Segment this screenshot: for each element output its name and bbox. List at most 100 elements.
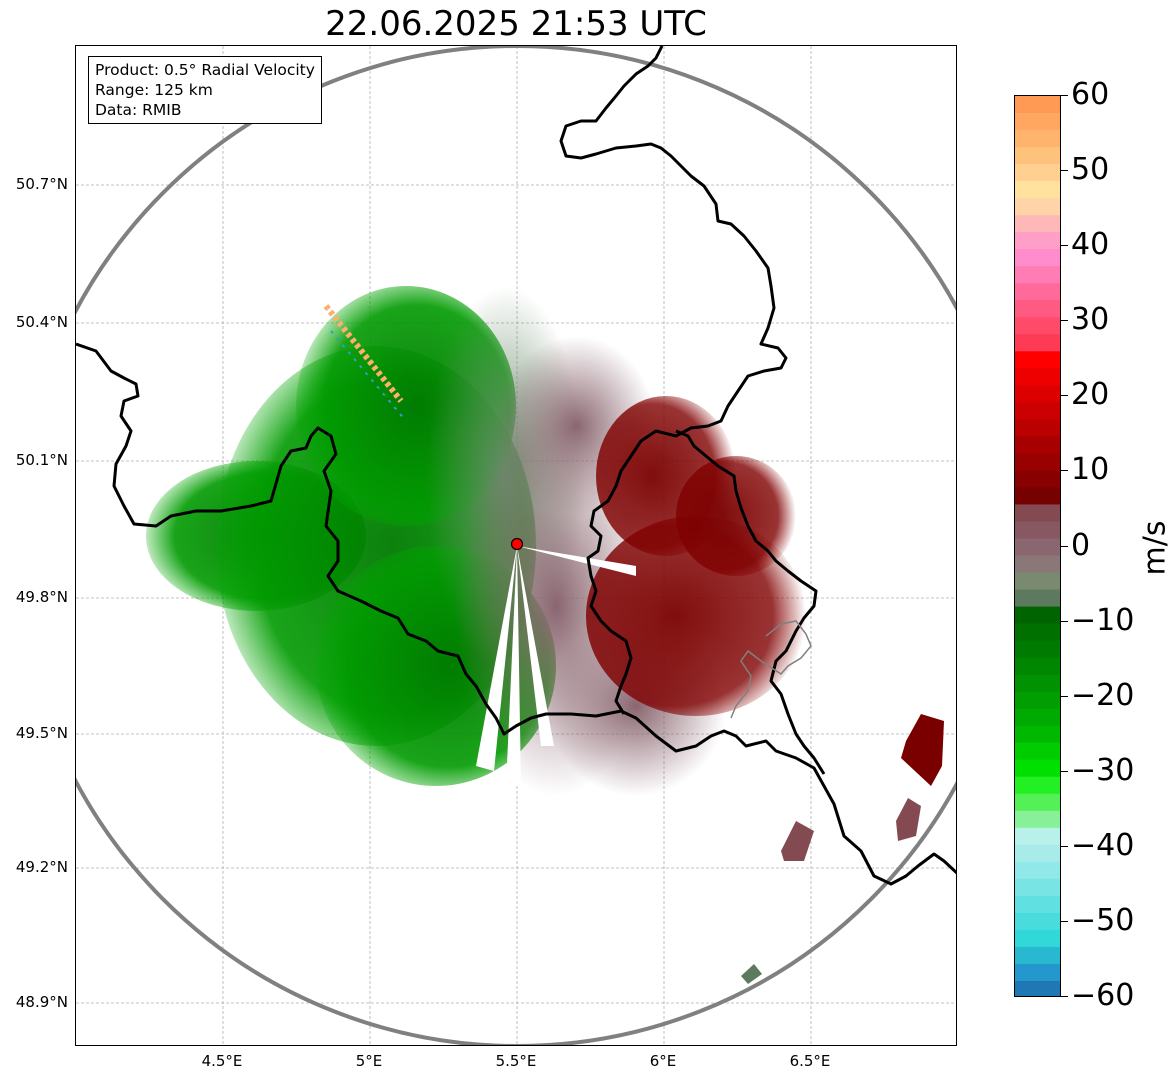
- colorbar-tick-label: 40: [1071, 227, 1110, 263]
- lon-label: 4.5°E: [201, 1052, 243, 1070]
- colorbar-band: [1015, 640, 1060, 659]
- colorbar-tick-label: 50: [1071, 152, 1110, 188]
- colorbar-band: [1015, 657, 1060, 676]
- colorbar-tick-label: −50: [1071, 902, 1135, 938]
- colorbar-band: [1015, 606, 1060, 625]
- colorbar-band: [1015, 827, 1060, 846]
- colorbar-tick-label: −20: [1071, 677, 1135, 713]
- colorbar-tick-label: 20: [1071, 377, 1110, 413]
- colorbar-band: [1015, 283, 1060, 301]
- lat-label: 49.5°N: [15, 724, 68, 742]
- colorbar-tick: [1061, 320, 1068, 322]
- colorbar-band: [1015, 487, 1060, 506]
- colorbar-tick: [1061, 95, 1068, 96]
- colorbar-band: [1015, 538, 1060, 557]
- colorbar-band: [1015, 317, 1060, 335]
- colorbar-band: [1015, 776, 1060, 795]
- colorbar-band: [1015, 402, 1060, 420]
- colorbar-tick: [1061, 920, 1068, 922]
- colorbar-band: [1015, 96, 1060, 114]
- colorbar-tick: [1061, 620, 1068, 622]
- data-source-line: Data: RMIB: [95, 101, 182, 119]
- colorbar-band: [1015, 674, 1060, 693]
- lat-label: 49.8°N: [15, 588, 68, 606]
- colorbar-band: [1015, 130, 1060, 148]
- colorbar-tick: [1061, 470, 1068, 472]
- colorbar-band: [1015, 861, 1060, 880]
- colorbar-tick: [1061, 695, 1068, 697]
- colorbar-band: [1015, 878, 1060, 897]
- colorbar-band: [1015, 453, 1060, 472]
- colorbar-band: [1015, 895, 1060, 914]
- colorbar-band: [1015, 572, 1060, 591]
- colorbar-tick-label: 0: [1071, 527, 1091, 563]
- colorbar-band: [1015, 521, 1060, 540]
- lon-label: 5°E: [355, 1052, 383, 1070]
- colorbar-band: [1015, 963, 1060, 982]
- product-line: Product: 0.5° Radial Velocity: [95, 61, 315, 79]
- colorbar-band: [1015, 113, 1060, 131]
- colorbar-tick: [1061, 545, 1068, 547]
- colorbar-band: [1015, 946, 1060, 965]
- colorbar-tick-label: −40: [1071, 827, 1135, 863]
- radar-echoes: [146, 286, 944, 984]
- colorbar-band: [1015, 708, 1060, 727]
- colorbar-band: [1015, 929, 1060, 948]
- colorbar-band: [1015, 300, 1060, 318]
- map-title: 22.06.2025 21:53 UTC: [325, 4, 707, 44]
- colorbar-band: [1015, 266, 1060, 284]
- colorbar-tick-label: 10: [1071, 452, 1110, 488]
- colorbar-band: [1015, 164, 1060, 182]
- colorbar-band: [1015, 470, 1060, 489]
- lat-label: 50.7°N: [15, 175, 68, 193]
- colorbar-band: [1015, 351, 1060, 369]
- colorbar-band: [1015, 589, 1060, 608]
- colorbar-band: [1015, 385, 1060, 403]
- colorbar-gradient: [1015, 96, 1060, 996]
- colorbar-tick-label: −60: [1071, 978, 1135, 1013]
- colorbar-band: [1015, 725, 1060, 744]
- colorbar-tick: [1061, 245, 1068, 247]
- colorbar-band: [1015, 844, 1060, 863]
- country-borders: [76, 46, 956, 886]
- colorbar-band: [1015, 368, 1060, 386]
- colorbar-band: [1015, 436, 1060, 454]
- colorbar-band: [1015, 759, 1060, 778]
- colorbar-band: [1015, 504, 1060, 523]
- lat-label: 50.4°N: [15, 313, 68, 331]
- colorbar-band: [1015, 249, 1060, 267]
- colorbar-band: [1015, 810, 1060, 829]
- province-border: [730, 620, 812, 719]
- colorbar-band: [1015, 623, 1060, 642]
- range-line: Range: 125 km: [95, 81, 213, 99]
- colorbar-band: [1015, 198, 1060, 216]
- colorbar-band: [1015, 691, 1060, 710]
- lat-label: 50.1°N: [15, 451, 68, 469]
- colorbar-band: [1015, 419, 1060, 437]
- colorbar-band: [1015, 912, 1060, 931]
- colorbar-band: [1015, 334, 1060, 352]
- colorbar-tick-label: 30: [1071, 302, 1110, 338]
- colorbar-band: [1015, 181, 1060, 199]
- colorbar-tick-label: −10: [1071, 602, 1135, 638]
- colorbar-band: [1015, 793, 1060, 812]
- velocity-colorbar: [1014, 95, 1061, 997]
- lat-label: 49.2°N: [15, 858, 68, 876]
- colorbar-tick: [1061, 845, 1068, 847]
- colorbar-unit-label: m/s: [1137, 520, 1171, 576]
- colorbar-tick: [1061, 996, 1068, 997]
- colorbar-band: [1015, 232, 1060, 250]
- colorbar-band: [1015, 555, 1060, 574]
- radar-site-marker: [510, 537, 524, 551]
- lon-label: 5.5°E: [495, 1052, 537, 1070]
- colorbar-band: [1015, 147, 1060, 165]
- colorbar-tick-label: −30: [1071, 752, 1135, 788]
- lat-label: 48.9°N: [15, 993, 68, 1011]
- colorbar-tick: [1061, 170, 1068, 172]
- radar-map[interactable]: [75, 45, 957, 1046]
- colorbar-band: [1015, 215, 1060, 233]
- lon-label: 6.5°E: [789, 1052, 831, 1070]
- colorbar-tick-label: 60: [1071, 77, 1110, 112]
- product-info-box: Product: 0.5° Radial Velocity Range: 125…: [88, 56, 322, 124]
- lon-label: 6°E: [649, 1052, 677, 1070]
